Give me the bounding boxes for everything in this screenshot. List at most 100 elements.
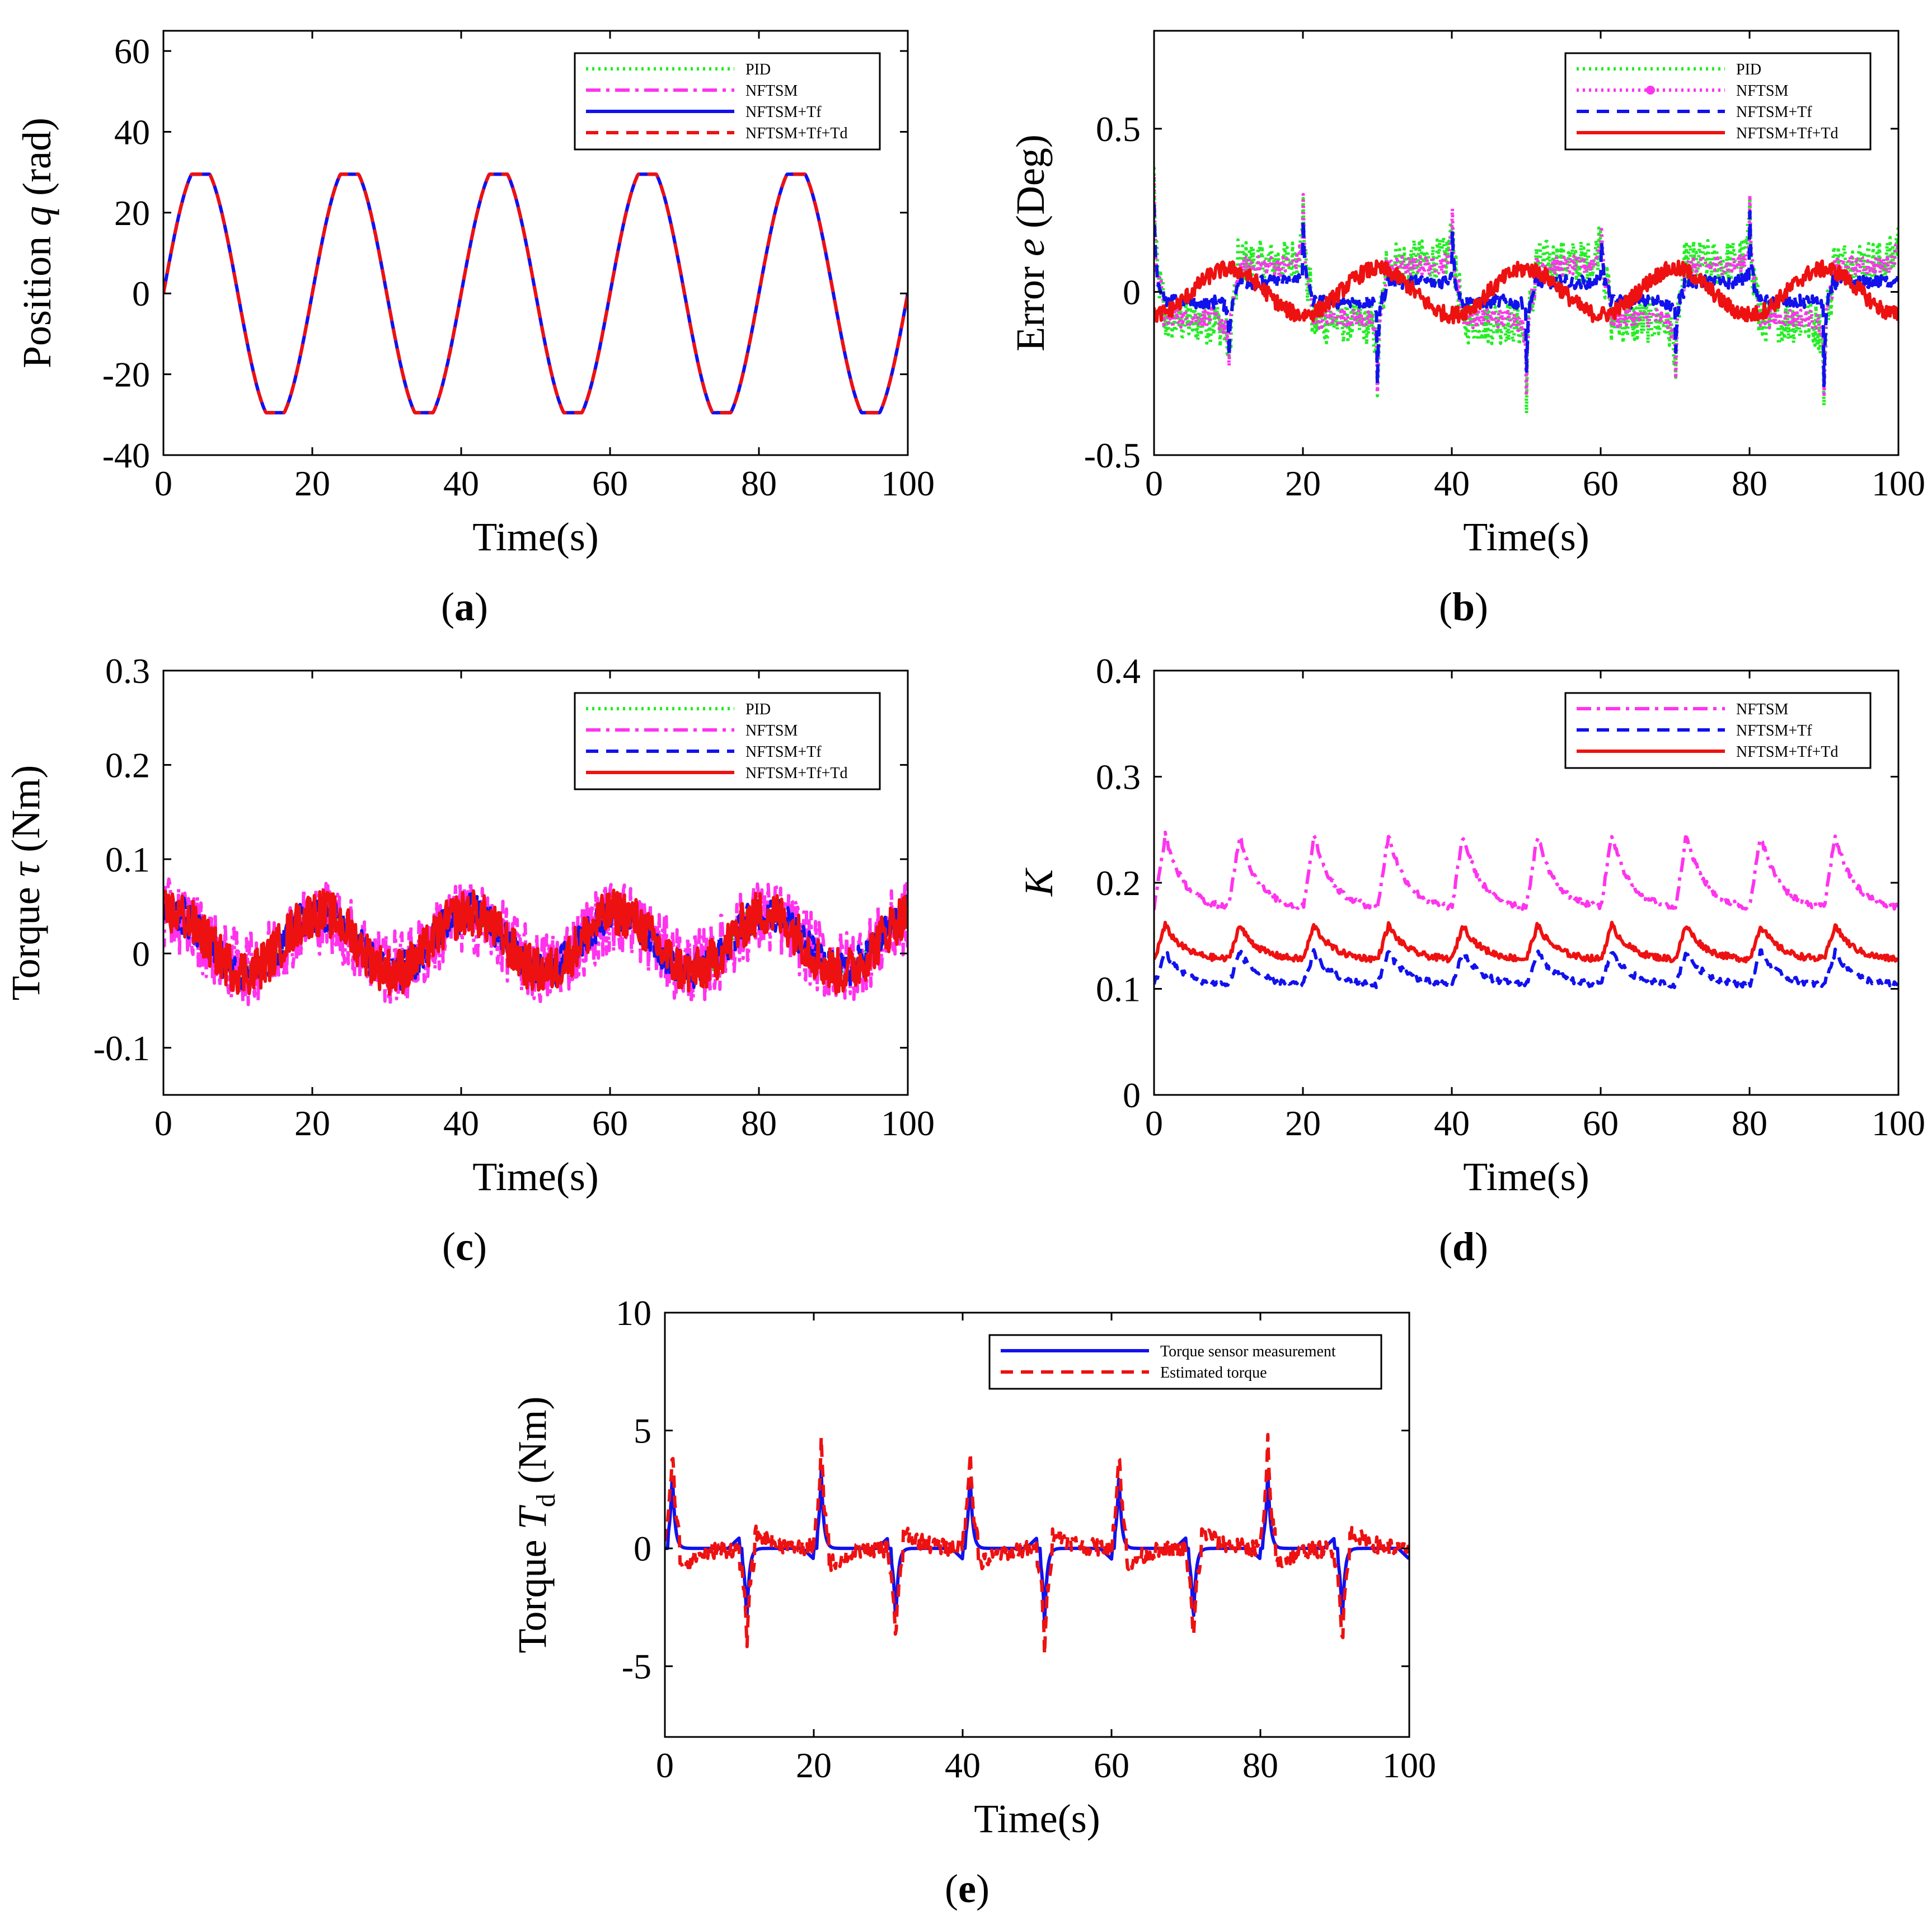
x-axis-label: Time(s) [472,514,598,559]
x-tick-label: 100 [881,1103,935,1143]
y-tick-label: 0.2 [1096,863,1141,903]
y-tick-label: 5 [634,1411,651,1451]
x-tick-label: 0 [154,463,172,503]
y-tick-label: 0 [132,934,150,973]
y-tick-label: 0.3 [1096,757,1141,797]
y-tick-label: 60 [114,31,150,71]
chart-e: 0 20 40 60 80 100 -5 0 5 10 Time(s) Torque Td (Nm) T… [510,1293,1436,1911]
x-tick-label: 0 [1145,1103,1163,1143]
y-tick-label: 0.1 [1096,970,1141,1009]
plot-frame [1153,30,1900,456]
legend-label: NFTSM+Tf [1736,722,1812,739]
x-axis-label: Time(s) [1463,514,1589,559]
x-tick-label: 20 [796,1745,832,1785]
y-axis-label: K [1016,867,1061,897]
plot-frame [664,1312,1410,1738]
x-tick-label: 60 [592,1103,628,1143]
x-tick-label: 100 [881,463,935,503]
legend: PID NFTSM NFTSM+Tf NFTSM+Tf+Td [574,52,881,151]
y-axis-label: Torque τ (Nm) [3,765,48,1001]
legend-label: NFTSM+Tf [745,104,822,121]
x-tick-label: 20 [294,1103,330,1143]
plot-frame [162,669,909,1096]
x-tick-label: 40 [443,463,479,503]
series-group [163,172,908,415]
legend-label: PID [1736,61,1761,78]
y-tick-label: -5 [622,1647,651,1687]
y-tick-label: 0 [1123,1075,1141,1115]
x-tick-label: 0 [154,1103,172,1143]
y-axis-label: Torque Td (Nm) [510,1397,561,1654]
x-tick-label: 80 [741,463,777,503]
x-tick-label: 60 [1094,1745,1129,1785]
chart-a: 0 20 40 60 80 100 -40 -20 0 20 40 60 Time(s) Position… [15,30,935,629]
y-tick-label: 0.3 [105,651,150,691]
x-tick-label: 100 [1872,463,1925,503]
y-tick-label: -0.5 [1084,435,1141,475]
legend-label: PID [745,701,771,718]
panel-caption: (b) [1439,584,1488,629]
series-group [665,1432,1409,1656]
panel-caption: (c) [442,1224,487,1269]
x-tick-label: 40 [1434,1103,1470,1143]
series-group [1154,167,1898,415]
panel-caption: (a) [441,584,488,629]
legend-label: NFTSM+Tf+Td [745,765,847,782]
legend-label: NFTSM [1736,82,1788,100]
y-axis-label: Error e (Deg) [1008,134,1053,352]
legend: Torque sensor measurement Estimated torqu… [988,1334,1382,1390]
plot-frame [162,30,909,456]
series-line-nftsm [1154,830,1898,911]
x-tick-label: 80 [741,1103,777,1143]
legend-label: NFTSM [745,82,798,100]
y-tick-label: 40 [114,112,150,152]
series-line-nftsm-tf-td [163,888,908,996]
series-group [163,877,908,1006]
x-axis-label: Time(s) [472,1154,598,1199]
y-tick-label: 0.5 [1096,109,1141,149]
legend: NFTSM NFTSM+Tf NFTSM+Tf+Td [1564,692,1872,769]
panel-caption: (e) [945,1866,990,1911]
y-tick-label: 0 [1123,272,1141,312]
y-tick-label: 0.4 [1096,651,1141,691]
chart-d: 0 20 40 60 80 10000.10.20.30.4Time(s)KNFTSMNF… [1016,651,1925,1269]
y-tick-label: 0.1 [105,840,150,879]
y-tick-label: 10 [616,1293,651,1333]
x-tick-label: 100 [1382,1745,1436,1785]
y-tick-label: -20 [102,355,150,395]
series-line-nftsm-tf-td [1154,920,1898,964]
y-tick-label: 0.2 [105,745,150,785]
x-tick-label: 80 [1242,1745,1278,1785]
x-tick-label: 0 [1145,463,1163,503]
y-tick-label: -0.1 [93,1028,150,1068]
panel-caption: (d) [1439,1224,1488,1269]
legend-label: NFTSM+Tf+Td [1736,743,1838,761]
x-tick-label: 80 [1732,463,1767,503]
legend-label: NFTSM+Tf [745,743,822,761]
chart-c: 0 20 40 60 80 100-0.100.10.20.3Time(s)Torque … [3,651,935,1269]
legend-box [988,1334,1382,1390]
series-line-nftsm-tf-td [163,172,908,415]
x-axis-label: Time(s) [1463,1154,1589,1199]
series-line-estimated-torque [665,1432,1409,1656]
series-line-nftsm-tf [1154,947,1898,990]
y-tick-label: 20 [114,193,150,233]
legend: PID NFTSM NFTSM+Tf NFTSM+Tf+Td [1564,52,1872,151]
series-line-nftsm-tf [1154,204,1898,387]
legend-label: NFTSM+Tf+Td [745,125,847,142]
x-tick-label: 40 [945,1745,981,1785]
legend-label: Estimated torque [1160,1364,1267,1382]
x-tick-label: 0 [656,1745,674,1785]
x-tick-label: 60 [1583,1103,1619,1143]
x-tick-label: 60 [592,463,628,503]
legend-label: Torque sensor measurement [1160,1343,1336,1360]
x-tick-label: 100 [1872,1103,1925,1143]
y-tick-label: -40 [102,435,150,475]
series-line-nftsm-tf-td [1154,259,1898,325]
y-tick-label: 0 [132,274,150,313]
legend-label: NFTSM [1736,701,1788,718]
legend-label: PID [745,61,771,78]
y-axis-label: Position q (rad) [15,118,59,368]
